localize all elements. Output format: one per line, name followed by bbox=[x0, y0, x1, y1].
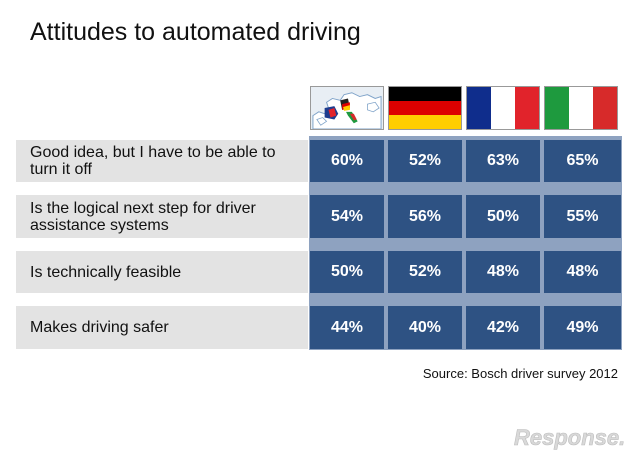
table-cell: 44% bbox=[310, 306, 384, 349]
france-flag-icon bbox=[466, 86, 540, 130]
italy-flag-icon bbox=[544, 86, 618, 130]
table-cell: 63% bbox=[466, 140, 540, 182]
table-cell: 50% bbox=[466, 195, 540, 238]
table-cell: 42% bbox=[466, 306, 540, 349]
table-cell: 65% bbox=[544, 140, 621, 182]
table-cell: 52% bbox=[388, 251, 462, 293]
table-cell: 52% bbox=[388, 140, 462, 182]
response-watermark-logo: Response. bbox=[512, 423, 630, 453]
table-cell: 48% bbox=[466, 251, 540, 293]
europe-map-icon bbox=[310, 86, 384, 130]
chart-title: Attitudes to automated driving bbox=[30, 18, 361, 46]
table-cell: 50% bbox=[310, 251, 384, 293]
table-cell: 49% bbox=[544, 306, 621, 349]
row-label: Makes driving safer bbox=[16, 306, 308, 349]
table-cell: 55% bbox=[544, 195, 621, 238]
table-cell: 54% bbox=[310, 195, 384, 238]
row-label: Is the logical next step for driver assi… bbox=[16, 195, 308, 238]
table-cell: 60% bbox=[310, 140, 384, 182]
table-cell: 48% bbox=[544, 251, 621, 293]
row-label: Good idea, but I have to be able to turn… bbox=[16, 140, 308, 182]
table-cell: 40% bbox=[388, 306, 462, 349]
source-note: Source: Bosch driver survey 2012 bbox=[422, 366, 618, 381]
table-cell: 56% bbox=[388, 195, 462, 238]
svg-text:Response.: Response. bbox=[514, 425, 625, 450]
row-label: Is technically feasible bbox=[16, 251, 308, 293]
germany-flag-icon bbox=[388, 86, 462, 130]
